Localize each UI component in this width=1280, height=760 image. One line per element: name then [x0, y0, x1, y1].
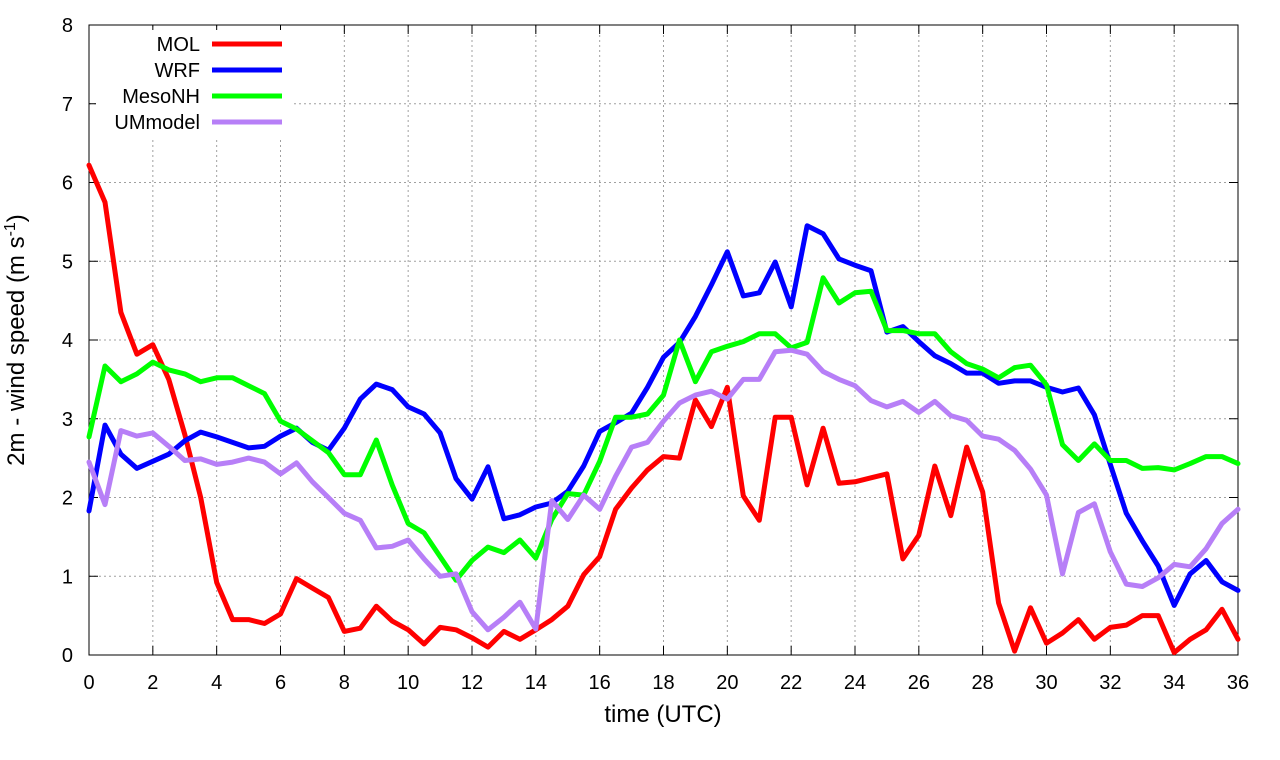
x-axis-label: time (UTC) — [604, 701, 721, 728]
y-tick-label: 7 — [62, 94, 73, 116]
x-tick-label: 0 — [83, 672, 94, 694]
x-tick-label: 2 — [147, 672, 158, 694]
y-tick-label: 2 — [62, 488, 73, 510]
x-tick-label: 4 — [211, 672, 222, 694]
x-tick-label: 18 — [652, 672, 674, 694]
series-lines — [86, 162, 1241, 656]
y-tick-label: 0 — [62, 645, 73, 667]
x-tick-label: 28 — [972, 672, 994, 694]
x-tick-label: 22 — [780, 672, 802, 694]
legend: MOL WRF MesoNH UMmodel — [96, 30, 292, 138]
x-tick-label: 30 — [1035, 672, 1057, 694]
y-tick-label: 4 — [62, 330, 73, 352]
legend-label-mol: MOL — [157, 34, 200, 56]
series-line-mesonh — [86, 275, 1241, 583]
x-tick-label: 32 — [1099, 672, 1121, 694]
series-line-ummodel — [86, 347, 1241, 633]
x-tick-label: 16 — [589, 672, 611, 694]
y-tick-label: 1 — [62, 566, 73, 588]
x-tick-label: 12 — [461, 672, 483, 694]
x-tick-label: 14 — [525, 672, 547, 694]
x-tick-label: 34 — [1163, 672, 1185, 694]
x-tick-label: 24 — [844, 672, 866, 694]
x-tick-label: 20 — [716, 672, 738, 694]
legend-label-mesonh: MesoNH — [122, 86, 200, 108]
y-tick-label: 8 — [62, 15, 73, 37]
x-tick-label: 10 — [397, 672, 419, 694]
x-tick-label: 6 — [275, 672, 286, 694]
legend-label-ummodel: UMmodel — [114, 112, 200, 134]
legend-label-wrf: WRF — [154, 60, 200, 82]
x-tick-label: 8 — [339, 672, 350, 694]
y-tick-label: 5 — [62, 251, 73, 273]
y-axis-label: 2m - wind speed (m s-1) — [2, 214, 30, 466]
y-tick-label: 3 — [62, 409, 73, 431]
y-tick-label: 6 — [62, 173, 73, 195]
x-tick-label: 26 — [908, 672, 930, 694]
series-line-mol — [86, 162, 1241, 656]
x-tick-label: 36 — [1227, 672, 1249, 694]
